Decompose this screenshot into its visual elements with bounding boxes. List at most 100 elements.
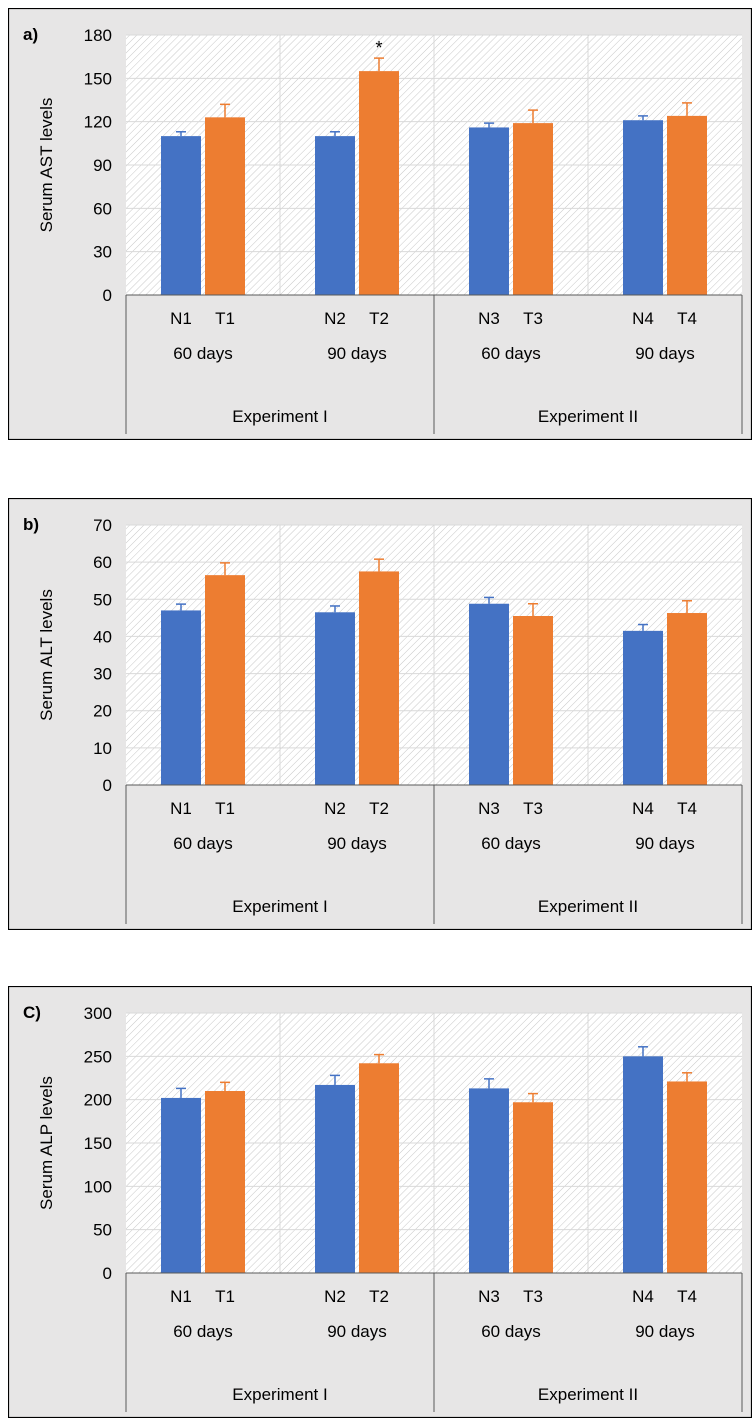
y-tick-label: 300 — [84, 1004, 112, 1023]
x-tick-label: N1 — [170, 309, 192, 328]
bar-n3 — [469, 127, 509, 295]
panel-label: b) — [23, 515, 39, 534]
x-tick-label: T2 — [369, 309, 389, 328]
y-tick-label: 180 — [84, 26, 112, 45]
x-tick-label: T3 — [523, 799, 543, 818]
x-tick-label: N3 — [478, 1287, 500, 1306]
x-tick-label: T4 — [677, 799, 697, 818]
duration-label: 60 days — [173, 344, 233, 363]
x-tick-label: T2 — [369, 799, 389, 818]
bar-n1 — [161, 136, 201, 295]
chart-svg-a: N1 T1 N2 * T2 N3 T3 N4 T4 0 30 60 90 120 150 180 60 days… — [8, 8, 752, 440]
bar-t2 — [359, 71, 399, 295]
y-tick-label: 40 — [93, 627, 112, 646]
chart-panel-a: N1 T1 N2 * T2 N3 T3 N4 T4 0 30 60 90 120 150 180 60 days… — [8, 8, 752, 440]
duration-label: 60 days — [173, 834, 233, 853]
bar-n3 — [469, 1088, 509, 1273]
duration-label: 60 days — [481, 834, 541, 853]
y-tick-label: 20 — [93, 702, 112, 721]
duration-label: 60 days — [481, 1322, 541, 1341]
y-tick-label: 70 — [93, 516, 112, 535]
experiment-label: Experiment I — [232, 897, 327, 916]
y-tick-label: 0 — [103, 286, 112, 305]
x-tick-label: N1 — [170, 799, 192, 818]
y-tick-label: 50 — [93, 1221, 112, 1240]
y-axis-label: Serum ALP levels — [37, 1076, 56, 1210]
bar-n2 — [315, 1084, 355, 1273]
x-tick-label: T2 — [369, 1287, 389, 1306]
duration-label: 90 days — [635, 834, 695, 853]
y-tick-label: 250 — [84, 1047, 112, 1066]
experiment-label: Experiment I — [232, 1385, 327, 1404]
bar-t1 — [205, 575, 245, 785]
bar-n4 — [623, 630, 663, 785]
bar-t1 — [205, 117, 245, 295]
duration-label: 60 days — [173, 1322, 233, 1341]
x-tick-label: N3 — [478, 799, 500, 818]
x-tick-label: N1 — [170, 1287, 192, 1306]
x-tick-label: T4 — [677, 309, 697, 328]
bar-t2 — [359, 1063, 399, 1273]
experiment-label: Experiment I — [232, 407, 327, 426]
bar-n1 — [161, 1097, 201, 1273]
experiment-label: Experiment II — [538, 1385, 638, 1404]
x-tick-label: N2 — [324, 799, 346, 818]
bar-t2 — [359, 571, 399, 785]
chart-svg-c: N1 T1 N2 T2 N3 T3 N4 T4 0 50 100 150 200 250 300 60 day… — [8, 986, 752, 1418]
significance-marker: * — [375, 38, 382, 58]
y-tick-label: 30 — [93, 665, 112, 684]
bar-t4 — [667, 1081, 707, 1273]
y-tick-label: 10 — [93, 739, 112, 758]
x-tick-label: T1 — [215, 309, 235, 328]
x-tick-label: N4 — [632, 309, 654, 328]
y-tick-label: 120 — [84, 113, 112, 132]
y-axis-label: Serum AST levels — [37, 98, 56, 233]
bar-n3 — [469, 603, 509, 785]
experiment-label: Experiment II — [538, 407, 638, 426]
x-tick-label: T1 — [215, 799, 235, 818]
duration-label: 90 days — [635, 344, 695, 363]
x-tick-label: N4 — [632, 1287, 654, 1306]
bar-t3 — [513, 616, 553, 785]
y-tick-label: 100 — [84, 1177, 112, 1196]
bar-t4 — [667, 115, 707, 295]
chart-svg-b: N1 T1 N2 T2 N3 T3 N4 T4 0 10 20 30 40 50 60 70 60 days 90… — [8, 498, 752, 930]
y-tick-label: 150 — [84, 69, 112, 88]
y-tick-label: 200 — [84, 1091, 112, 1110]
y-tick-label: 0 — [103, 776, 112, 795]
y-tick-label: 90 — [93, 156, 112, 175]
x-tick-label: T3 — [523, 309, 543, 328]
bar-t3 — [513, 123, 553, 295]
x-tick-label: T1 — [215, 1287, 235, 1306]
bar-t1 — [205, 1091, 245, 1273]
chart-panel-b: N1 T1 N2 T2 N3 T3 N4 T4 0 10 20 30 40 50 60 70 60 days 90… — [8, 498, 752, 930]
bar-t3 — [513, 1102, 553, 1273]
bar-n2 — [315, 136, 355, 295]
duration-label: 90 days — [327, 344, 387, 363]
bar-n4 — [623, 120, 663, 295]
y-tick-label: 30 — [93, 243, 112, 262]
y-tick-label: 0 — [103, 1264, 112, 1283]
x-tick-label: N3 — [478, 309, 500, 328]
x-tick-label: T3 — [523, 1287, 543, 1306]
panel-label: C) — [23, 1003, 41, 1022]
y-tick-label: 50 — [93, 590, 112, 609]
panel-label: a) — [23, 25, 38, 44]
bar-n4 — [623, 1056, 663, 1273]
x-tick-label: N4 — [632, 799, 654, 818]
y-tick-label: 60 — [93, 199, 112, 218]
experiment-label: Experiment II — [538, 897, 638, 916]
y-tick-label: 150 — [84, 1134, 112, 1153]
bar-t4 — [667, 613, 707, 785]
x-tick-label: N2 — [324, 309, 346, 328]
bar-n2 — [315, 612, 355, 785]
duration-label: 60 days — [481, 344, 541, 363]
bar-n1 — [161, 610, 201, 785]
y-axis-label: Serum ALT levels — [37, 589, 56, 721]
duration-label: 90 days — [635, 1322, 695, 1341]
x-tick-label: T4 — [677, 1287, 697, 1306]
duration-label: 90 days — [327, 1322, 387, 1341]
x-tick-label: N2 — [324, 1287, 346, 1306]
y-tick-label: 60 — [93, 553, 112, 572]
chart-panel-c: N1 T1 N2 T2 N3 T3 N4 T4 0 50 100 150 200 250 300 60 day… — [8, 986, 752, 1418]
